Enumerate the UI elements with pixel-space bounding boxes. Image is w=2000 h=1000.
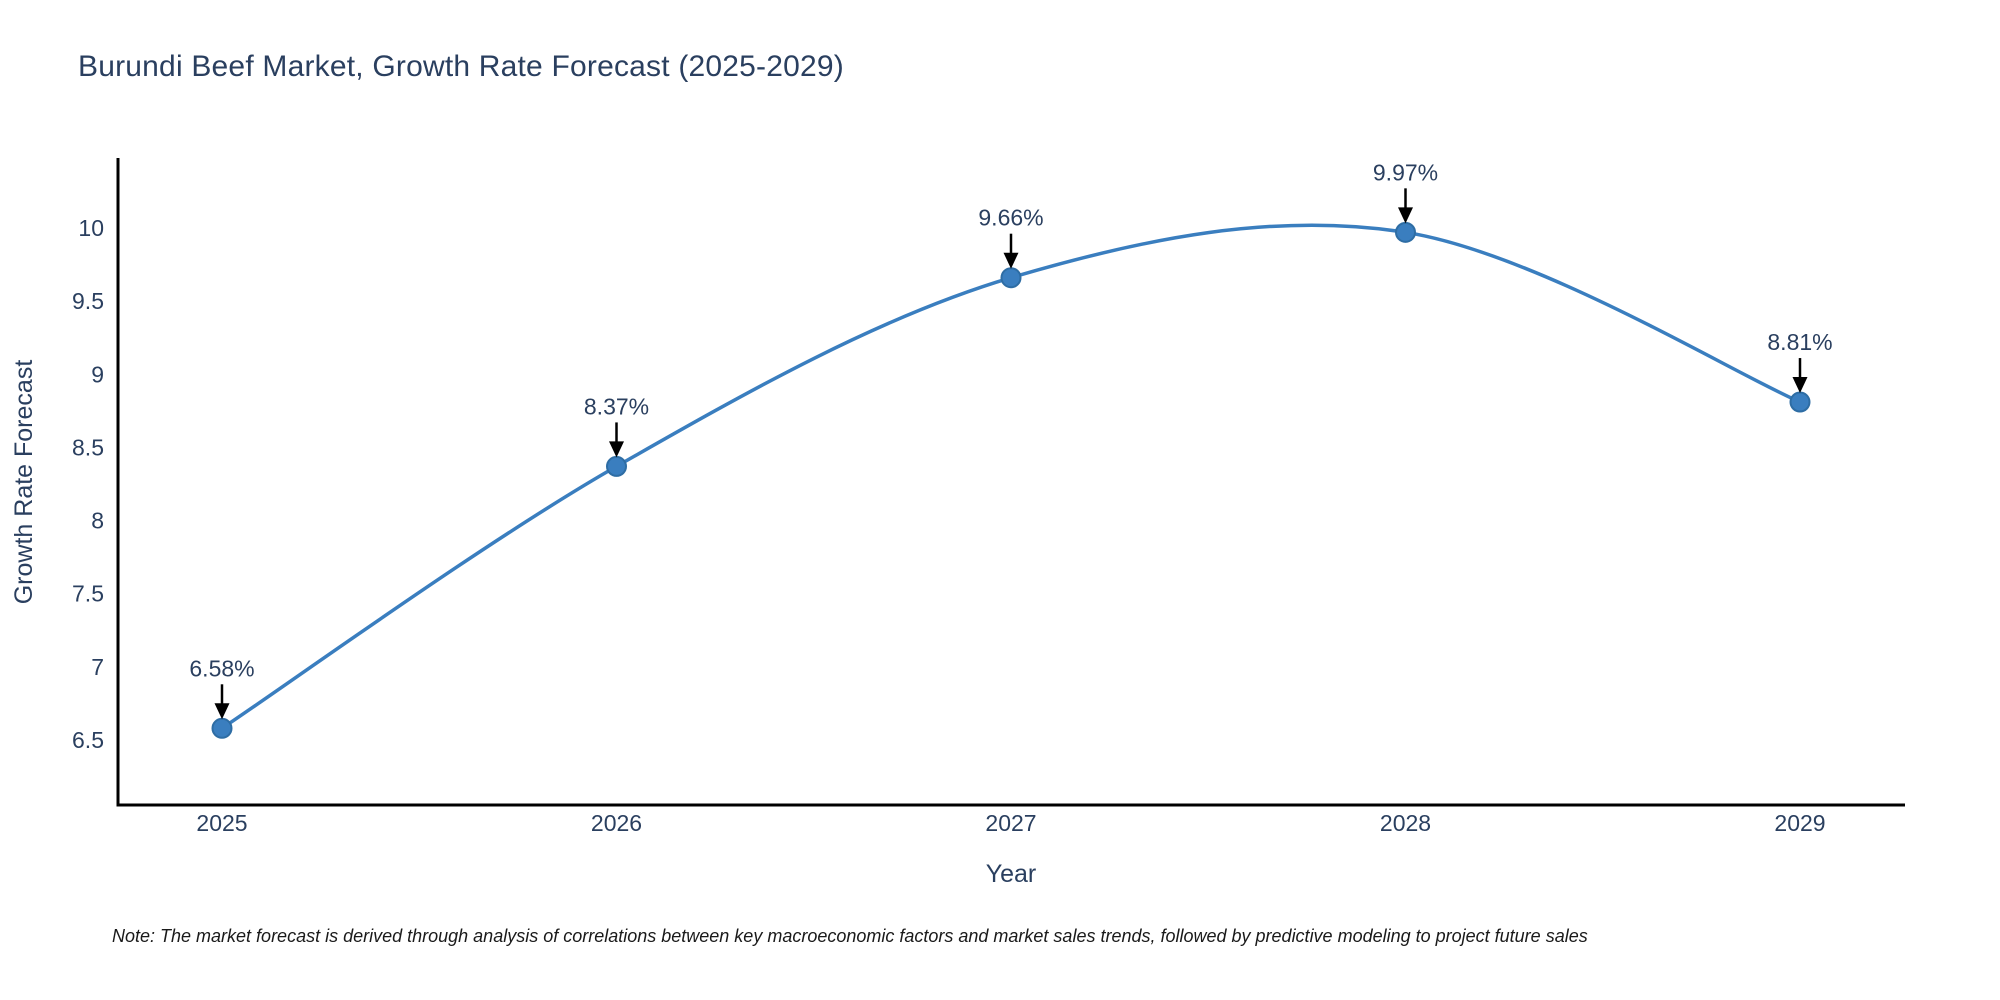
point-annotation: 8.37% bbox=[584, 393, 649, 458]
annotation-arrow-head bbox=[1792, 377, 1808, 394]
y-tick-label: 9.5 bbox=[72, 288, 104, 314]
data-point-marker bbox=[1000, 267, 1022, 289]
y-tick-label: 8 bbox=[91, 508, 104, 534]
annotation-arrow-head bbox=[214, 703, 230, 720]
footnote: Note: The market forecast is derived thr… bbox=[112, 926, 1588, 946]
point-annotation: 6.58% bbox=[189, 655, 255, 720]
y-tick-label: 8.5 bbox=[72, 434, 104, 460]
data-point-marker bbox=[1395, 221, 1416, 243]
x-tick-label: 2025 bbox=[196, 810, 247, 836]
y-tick-label: 7 bbox=[91, 654, 104, 680]
data-point-marker bbox=[606, 455, 627, 477]
x-tick-label: 2027 bbox=[985, 810, 1036, 836]
data-point-marker bbox=[1789, 391, 1811, 413]
y-tick-label: 9 bbox=[91, 361, 104, 387]
forecast-spline-line bbox=[220, 223, 1802, 731]
x-tick-label: 2029 bbox=[1774, 810, 1825, 836]
data-point-label: 8.37% bbox=[584, 393, 649, 419]
y-tick-label: 6.5 bbox=[72, 727, 104, 753]
data-point-label: 8.81% bbox=[1767, 329, 1832, 355]
x-axis-title: Year bbox=[986, 860, 1037, 888]
point-annotation: 9.97% bbox=[1373, 159, 1438, 224]
point-annotation: 9.66% bbox=[978, 205, 1044, 269]
x-tick-label: 2026 bbox=[591, 810, 642, 836]
data-point-marker bbox=[211, 717, 233, 739]
data-point-label: 9.66% bbox=[978, 205, 1043, 231]
y-axis-title: Growth Rate Forecast bbox=[10, 360, 38, 605]
point-annotation: 8.81% bbox=[1767, 329, 1833, 394]
annotation-arrow-head bbox=[609, 441, 624, 458]
y-tick-label: 10 bbox=[78, 215, 104, 241]
data-point-label: 9.97% bbox=[1373, 159, 1438, 185]
data-point-label: 6.58% bbox=[189, 655, 254, 681]
annotation-arrow-head bbox=[1398, 207, 1413, 224]
y-tick-label: 7.5 bbox=[72, 581, 104, 607]
annotation-arrow-head bbox=[1003, 252, 1019, 269]
chart-title: Burundi Beef Market, Growth Rate Forecas… bbox=[78, 50, 844, 83]
x-tick-label: 2028 bbox=[1380, 810, 1431, 836]
